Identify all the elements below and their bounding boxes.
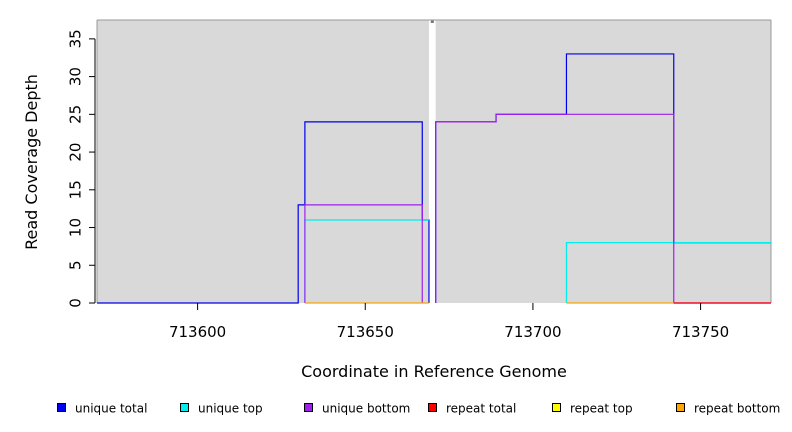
y-tick-label: 0: [66, 298, 84, 308]
legend-label-repeat-top: repeat top: [570, 402, 633, 416]
x-tick-label: 713750: [672, 323, 729, 341]
legend-swatch-repeat-top: [552, 403, 561, 412]
axis-layer: 0 5 10 15 20 25 30 35 713600 713650 713700 713750: [66, 29, 729, 341]
legend-label-unique-bottom: unique bottom: [322, 402, 410, 416]
legend-swatch-unique-bottom: [304, 403, 313, 412]
x-tick-label: 713650: [337, 323, 394, 341]
y-axis-title: Read Coverage Depth: [22, 74, 41, 250]
legend-label-unique-total: unique total: [75, 402, 147, 416]
y-tick-label: 15: [66, 180, 84, 199]
legend-label-repeat-total: repeat total: [446, 402, 516, 416]
coverage-gap: [428, 20, 436, 303]
series-line-unique-top-2: [565, 242, 771, 303]
y-tick-label: 5: [66, 260, 84, 270]
legend-swatch-unique-top: [180, 403, 189, 412]
x-tick-label: 713700: [504, 323, 561, 341]
series-line-unique-bottom-1: [304, 204, 423, 303]
series-layer: [97, 53, 771, 304]
y-tick-label: 25: [66, 105, 84, 124]
legend-swatch-repeat-bottom: [676, 403, 685, 412]
legend-swatch-unique-total: [57, 403, 66, 412]
y-tick-label: 35: [66, 29, 84, 48]
y-tick-label: 30: [66, 67, 84, 86]
legend-swatch-repeat-total: [428, 403, 437, 412]
x-axis-title: Coordinate in Reference Genome: [301, 362, 567, 381]
x-tick-label: 713600: [169, 323, 226, 341]
legend-label-repeat-bottom: repeat bottom: [694, 402, 780, 416]
y-tick-label: 10: [66, 218, 84, 237]
y-tick-label: 20: [66, 143, 84, 162]
legend: unique total unique top unique bottom repea…: [57, 402, 780, 416]
legend-label-unique-top: unique top: [198, 402, 263, 416]
